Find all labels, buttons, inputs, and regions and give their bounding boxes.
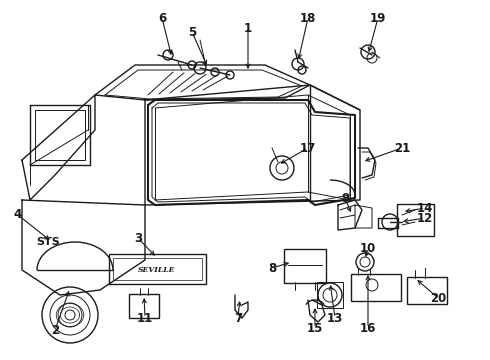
Text: 17: 17 [300,141,316,154]
Text: 3: 3 [134,231,142,244]
Text: 11: 11 [137,311,153,324]
Text: 9: 9 [341,192,349,204]
Text: 2: 2 [51,324,59,337]
Text: 19: 19 [370,12,386,24]
Text: 14: 14 [417,202,433,215]
Text: 13: 13 [327,311,343,324]
Text: 7: 7 [234,311,242,324]
Text: 8: 8 [268,261,276,274]
Text: 16: 16 [360,321,376,334]
Text: 6: 6 [158,12,166,24]
Text: 12: 12 [417,211,433,225]
Text: 10: 10 [360,242,376,255]
Text: 18: 18 [300,12,316,24]
Text: 15: 15 [307,321,323,334]
Text: 4: 4 [14,208,22,221]
Text: 1: 1 [244,22,252,35]
Text: SEVILLE: SEVILLE [138,266,176,274]
Text: 20: 20 [430,292,446,305]
Text: 21: 21 [394,141,410,154]
Text: 5: 5 [188,26,196,39]
Text: STS: STS [36,237,60,247]
